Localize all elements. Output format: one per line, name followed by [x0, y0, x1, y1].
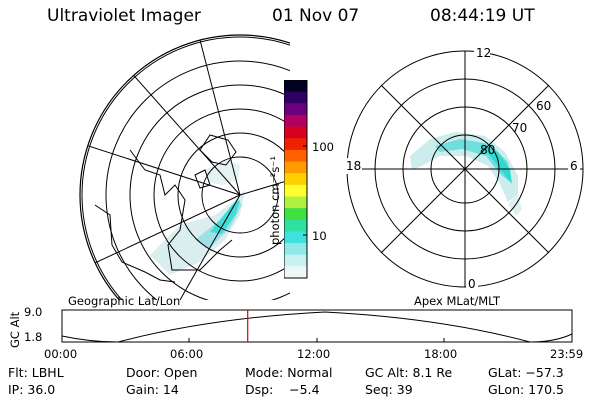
colorbar-stripe — [284, 80, 307, 93]
alt-plot-frame — [61, 309, 573, 343]
ip-info: IP: 36.0 — [8, 382, 56, 397]
colorbar-stripe — [284, 219, 307, 232]
aurora-emission-left — [150, 160, 245, 275]
colorbar-stripe — [284, 266, 307, 279]
date-label: 01 Nov 07 — [272, 6, 360, 26]
mlt-label-bg-top — [474, 44, 490, 60]
instrument-title: Ultraviolet Imager — [47, 6, 201, 26]
xtick-label-4: 23:59 — [550, 347, 584, 361]
colorbar — [284, 80, 308, 279]
mlat-label-80: 80 — [480, 143, 495, 157]
alt-plot-ytick-top: 9.0 — [24, 305, 43, 319]
mlt-label-right: 6 — [570, 159, 578, 173]
alt-plot-ylabel: GC Alt — [8, 311, 22, 348]
colorbar-stripe — [284, 103, 307, 116]
mlt-label-left: 18 — [346, 159, 361, 173]
colorbar-unit-label: photon cm⁻²s⁻¹ — [268, 156, 282, 245]
latitude-rings — [81, 36, 290, 300]
time-label: 08:44:19 UT — [430, 6, 535, 26]
mode-info: Mode: Normal — [245, 365, 333, 380]
mlt-lines — [347, 51, 583, 287]
dsp-info: Dsp: −5.4 — [245, 382, 320, 397]
colorbar-stripe — [284, 138, 307, 151]
mlt-label-bg-left — [344, 158, 362, 174]
colorbar-tick-label-10: 10 — [312, 229, 327, 243]
colorbar-stripe — [284, 126, 307, 139]
door-info: Door: Open — [126, 365, 198, 380]
filter-info: Flt: LBHL — [8, 365, 64, 380]
colorbar-stripe — [284, 231, 307, 244]
colorbar-stripe — [284, 161, 307, 174]
glat-info: GLat: −57.3 — [488, 365, 564, 380]
colorbar-stripe — [284, 254, 307, 267]
colorbar-stripe — [284, 149, 307, 163]
magnetic-polar-map: 12 6 0 18 60 70 80 — [344, 44, 584, 292]
mlt-label-bottom: 0 — [468, 277, 476, 291]
mlat-label-70: 70 — [512, 121, 527, 135]
colorbar-stripe — [284, 91, 307, 104]
geographic-map — [79, 34, 290, 300]
seq-info: Seq: 39 — [365, 382, 413, 397]
coastlines — [94, 134, 237, 283]
altitude-plot — [61, 309, 573, 343]
mlt-label-top: 12 — [476, 46, 491, 60]
longitude-lines — [80, 39, 290, 300]
geographic-caption: Geographic Lat/Lon — [68, 294, 181, 308]
xtick-label-3: 18:00 — [424, 347, 458, 361]
colorbar-tick-label-100: 100 — [312, 140, 334, 154]
colorbar-stripe — [284, 208, 307, 221]
mlt-label-bg-right — [568, 158, 580, 174]
mlt-label-bg-bottom — [466, 276, 478, 292]
xtick-label-2: 12:00 — [297, 347, 331, 361]
xtick-label-1: 06:00 — [170, 347, 204, 361]
gc-alt-info: GC Alt: 8.1 Re — [365, 365, 453, 380]
colorbar-stripe — [284, 243, 307, 256]
colorbar-stripe — [284, 173, 307, 186]
xtick-label-0: 00:00 — [44, 347, 78, 361]
gain-info: Gain: 14 — [126, 382, 179, 397]
colorbar-stripe — [284, 114, 307, 128]
glon-info: GLon: 170.5 — [488, 382, 564, 397]
mlat-label-60: 60 — [536, 99, 551, 113]
apex-caption: Apex MLat/MLT — [414, 294, 501, 308]
alt-plot-xticks — [61, 338, 573, 342]
alt-plot-ytick-bottom: 1.8 — [24, 330, 43, 344]
colorbar-stripe — [284, 196, 307, 209]
altitude-curve — [61, 311, 573, 343]
colorbar-stripe — [284, 184, 307, 197]
